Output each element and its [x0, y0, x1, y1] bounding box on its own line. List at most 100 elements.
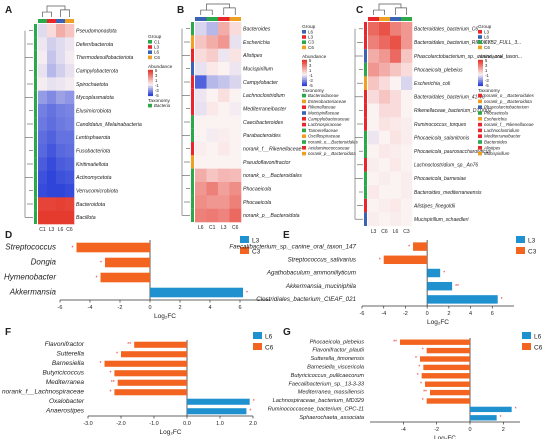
row-label: Rikenellaceae_bacterium_DTU002 [414, 108, 492, 114]
legend-gradient-step [478, 73, 483, 77]
row-label: norank_p__Bacteroidota [243, 213, 300, 219]
heatmap-cell [229, 115, 242, 129]
legend-gradient-step [478, 65, 483, 69]
legend-taxonomy-label: Lachnospiraceae [308, 122, 342, 127]
legend-gradient-step [478, 77, 483, 81]
category-label: Akkermansia_muciniphila [285, 283, 357, 290]
legend-group-label: L3 [484, 29, 490, 34]
taxonomy-strip-cell [364, 76, 367, 90]
legend-gradient-step [478, 71, 483, 75]
row-label: Phocaeicola_salanitronis [414, 135, 470, 141]
legend-gradient-step [478, 79, 483, 83]
category-label: Streptococcus [5, 242, 56, 251]
legend-group-label: L3 [154, 45, 160, 50]
heatmap-cell [206, 48, 219, 63]
category-label: Clostridiales_bacterium_CIEAF_021 [256, 296, 356, 303]
bar [413, 242, 428, 251]
x-tick-label: -4 [381, 311, 386, 317]
heatmap-cell [206, 75, 219, 89]
legend-taxonomy-label: Enterobacteriaceae [308, 99, 347, 104]
heatmap-cell [401, 158, 413, 172]
heatmap-cell [195, 22, 207, 36]
heatmap-cell [401, 62, 413, 77]
significance-star: * [379, 258, 381, 264]
heatmap-cell [401, 212, 413, 227]
category-label: Hymenobacter [4, 272, 56, 281]
legend-gradient-step [302, 79, 307, 83]
legend-swatch [516, 247, 525, 254]
heatmap-cell [56, 144, 66, 158]
legend-gradient-step [302, 69, 307, 73]
legend-group-label: L6 [484, 35, 490, 40]
legend-taxonomy-swatch [302, 134, 306, 138]
row-label: Pseudomonadota [76, 28, 117, 34]
category-label: Butyricicoccus_pullicaecorum [291, 373, 365, 379]
legend-taxonomy-label: Lachnoclostridium [484, 128, 520, 133]
row-label: Elusimicrobiota [76, 108, 111, 114]
heatmap-cell [390, 198, 402, 213]
legend-abundance-tick: -3 [485, 78, 489, 83]
x-tick-label: -3.0 [83, 421, 92, 427]
x-tick-label: 6 [491, 311, 494, 317]
row-label: Ruminococcus_torques [414, 122, 467, 128]
category-label: Faecalibacterium_sp._13-3-33 [288, 381, 364, 387]
taxonomy-strip-cell [191, 102, 194, 116]
heatmap-cell [229, 142, 242, 156]
legend-gradient-step [148, 79, 153, 83]
legend-label: C6 [534, 345, 543, 352]
bar [76, 242, 150, 253]
heatmap-cell [65, 104, 75, 118]
heatmap-cell [56, 90, 66, 105]
legend-taxonomy-swatch [478, 140, 482, 144]
x-tick-label: -6 [58, 305, 63, 311]
heatmap-cell [218, 22, 230, 36]
legend-swatch [516, 236, 525, 243]
heatmap-cell [38, 104, 48, 118]
legend-abundance-tick: 1 [155, 78, 158, 83]
legend-abundance-tick: 5 [155, 68, 158, 73]
legend-taxonomy-label: norank_o__Bacteroidales [308, 140, 359, 145]
legend-gradient-step [302, 77, 307, 81]
legend-group-label: C3 [308, 40, 314, 45]
heatmap-cell [379, 198, 391, 213]
legend-taxonomy-label: Bacteroidaceae [308, 93, 339, 98]
heatmap-cell [47, 104, 57, 118]
legend-taxonomy-label: norank_f__Rikenellaceae [484, 122, 534, 127]
row-label: Spirochaetota [76, 82, 108, 88]
heatmap-cell [218, 155, 230, 169]
legend-taxonomy-label: Escherichia [484, 116, 507, 121]
panel-label-b: B [177, 5, 184, 16]
panel-label-d: D [5, 230, 12, 241]
heatmap-cell [206, 128, 219, 143]
heatmap-cell [206, 168, 219, 183]
bar [420, 356, 470, 362]
heatmap-cell [368, 22, 380, 36]
row-label: Bacteroidales_bacterium_C6 [414, 27, 478, 33]
legend-abundance-tick: -1 [309, 73, 313, 78]
heatmap-cell [379, 158, 391, 172]
legend-group-label: L6 [154, 50, 160, 55]
significance-star: * [72, 245, 74, 251]
sample-label: L6 [58, 227, 64, 233]
group-strip-cell [38, 19, 47, 23]
taxonomy-strip-cell [191, 75, 194, 89]
heatmap-cell [390, 49, 402, 64]
category-label: Sutterella_timonensis [311, 356, 365, 362]
legend-taxonomy-swatch [478, 122, 482, 127]
x-tick-label: 2 [178, 305, 181, 311]
legend-taxonomy-swatch [478, 146, 482, 150]
heatmap-cell [47, 37, 57, 51]
category-label: Oxalobacter [49, 398, 85, 405]
significance-star: ** [111, 380, 115, 386]
heatmap-cell [390, 90, 402, 104]
row-label: Bacteroidota [76, 202, 105, 208]
row-label: Actinomycetota [75, 175, 112, 181]
taxonomy-strip-cell [364, 22, 367, 36]
significance-star: ** [127, 342, 131, 348]
row-label: norank_o__Bacteroidales [243, 173, 302, 179]
heatmap-cell [379, 212, 391, 227]
heatmap-cell [390, 130, 402, 145]
heatmap-cell [229, 102, 242, 116]
heatmap-cell [47, 24, 57, 38]
significance-star: * [246, 290, 248, 296]
